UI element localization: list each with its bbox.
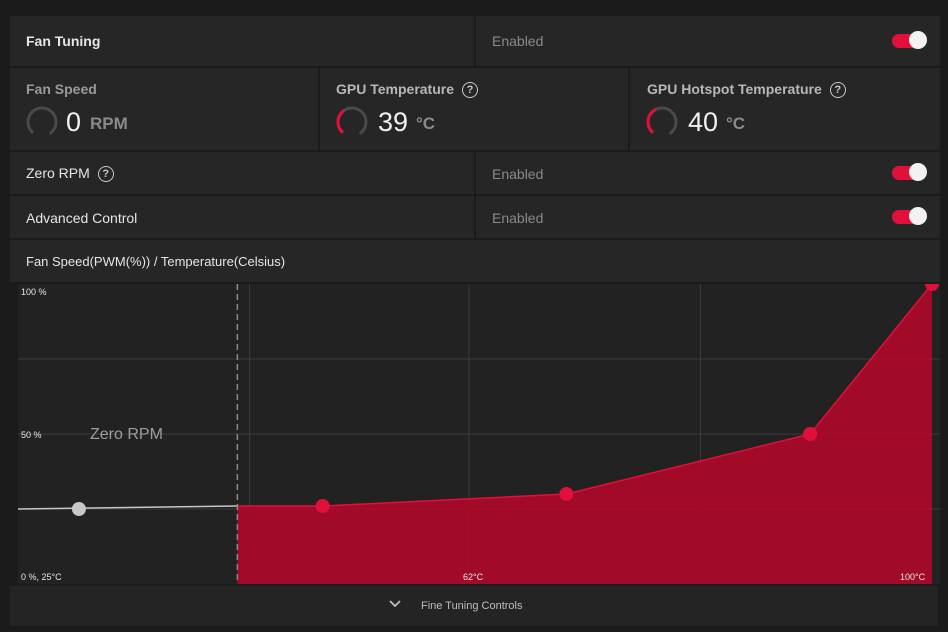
y-tick-50: 50 % [21, 430, 42, 440]
gpu-hotspot-value: 40 [688, 107, 719, 137]
advanced-control-row: Advanced Control [10, 196, 474, 238]
zero-rpm-row: Zero RPM? [10, 152, 474, 194]
zero-rpm-label: Zero RPM? [26, 165, 114, 183]
chevron-down-icon[interactable] [387, 596, 403, 612]
fan-curve-svg[interactable] [18, 284, 940, 584]
gpu-hotspot-card: GPU Hotspot Temperature? 40 °C [630, 68, 940, 150]
fan-tuning-status-row: Enabled [476, 16, 940, 66]
zero-rpm-region-label: Zero RPM [90, 426, 163, 443]
origin-tick: 0 %, 25°C [21, 572, 62, 582]
gpu-hotspot-help-icon[interactable]: ? [829, 82, 846, 99]
fan-speed-card: Fan Speed 0 RPM [10, 68, 318, 150]
advanced-control-status-row: Enabled [476, 196, 940, 238]
zero-rpm-point[interactable] [71, 502, 86, 516]
fan-curve-area [237, 284, 933, 584]
y-tick-100: 100 % [21, 287, 47, 297]
fan-curve-title: Fan Speed(PWM(%)) / Temperature(Celsius) [26, 254, 286, 269]
gpu-hotspot-label: GPU Hotspot Temperature? [647, 81, 846, 99]
zero-rpm-toggle[interactable] [892, 163, 927, 181]
zero-rpm-line [18, 505, 238, 510]
gpu-temperature-label: GPU Temperature? [336, 81, 478, 99]
advanced-control-status: Enabled [492, 210, 544, 226]
zero-rpm-status-row: Enabled [476, 152, 940, 194]
gpu-temperature-value: 39 [378, 107, 409, 137]
fan-speed-label: Fan Speed [26, 81, 97, 97]
fan-tuning-row: Fan Tuning [10, 16, 474, 66]
fine-tuning-controls-label[interactable]: Fine Tuning Controls [421, 600, 523, 612]
curve-point[interactable] [925, 284, 939, 291]
advanced-control-toggle[interactable] [892, 207, 927, 225]
gpu-temperature-help-icon[interactable]: ? [462, 82, 478, 99]
gpu-temperature-unit: °C [416, 114, 436, 133]
fan-speed-gauge-icon [26, 106, 58, 138]
zero-rpm-status: Enabled [492, 166, 544, 182]
fan-tuning-title: Fan Tuning [26, 33, 101, 49]
curve-point[interactable] [559, 487, 574, 501]
curve-point[interactable] [803, 427, 818, 441]
fan-tuning-toggle[interactable] [892, 31, 927, 49]
gpu-hotspot-gauge-icon [646, 106, 678, 138]
advanced-control-label: Advanced Control [26, 210, 138, 226]
gpu-temperature-gauge-icon [336, 106, 368, 138]
curve-point[interactable] [315, 499, 330, 513]
fine-tuning-controls-bar[interactable]: Fine Tuning Controls [10, 586, 938, 626]
fan-curve-chart[interactable]: 100 % 50 % 0 %, 25°C 62°C 100°C Zero RPM [18, 284, 940, 584]
fan-speed-value: 0 [66, 107, 82, 137]
x-tick-62: 62°C [463, 572, 484, 582]
gpu-hotspot-unit: °C [726, 114, 746, 133]
fan-curve-header: Fan Speed(PWM(%)) / Temperature(Celsius) [10, 240, 940, 282]
x-tick-100: 100°C [900, 572, 926, 582]
fan-tuning-status: Enabled [492, 33, 544, 49]
zero-rpm-help-icon[interactable]: ? [97, 166, 114, 183]
gpu-temperature-card: GPU Temperature? 39 °C [320, 68, 628, 150]
fan-speed-unit: RPM [90, 114, 128, 133]
